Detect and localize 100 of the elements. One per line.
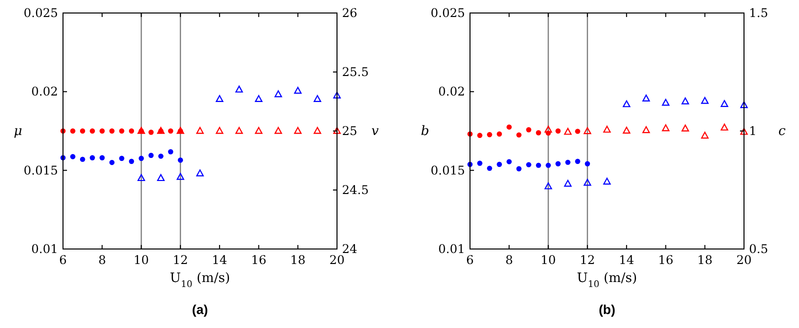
y-tick-label: 0.025 (24, 6, 58, 20)
point (138, 156, 144, 161)
point (178, 158, 184, 163)
point (333, 92, 341, 98)
x-tick-label: 18 (290, 253, 306, 267)
point (168, 149, 174, 154)
point (80, 156, 86, 162)
point (506, 159, 512, 164)
point (100, 128, 105, 134)
text: (b) (598, 302, 616, 317)
x-tick-label: 20 (736, 253, 752, 267)
x-tick-label: 10 (540, 253, 556, 267)
x-tick-label: 16 (251, 253, 266, 267)
point (128, 158, 134, 164)
x-tick-label: 12 (580, 253, 596, 267)
point (254, 126, 262, 134)
point (546, 162, 551, 168)
point (720, 124, 728, 131)
point (526, 162, 532, 168)
x-tick-label: 18 (697, 253, 712, 267)
point (157, 174, 165, 182)
point (274, 126, 282, 134)
x-tick-label: 8 (98, 253, 106, 267)
y2-tick-label: 0.5 (749, 242, 768, 256)
point (740, 128, 748, 135)
point (642, 94, 650, 102)
x-tick-label: 16 (658, 253, 674, 267)
point (176, 172, 184, 180)
point (701, 96, 709, 104)
y2-tick-label: 24.5 (342, 183, 369, 197)
point (564, 128, 572, 135)
x-tick-label: 6 (59, 253, 67, 267)
y2-tick-label: 1 (749, 124, 757, 138)
point (333, 126, 341, 134)
point (486, 166, 492, 171)
point (496, 162, 502, 167)
point (584, 127, 592, 134)
y2-axis-title: v (371, 124, 380, 139)
point (294, 126, 302, 134)
point (555, 128, 561, 134)
point (294, 86, 302, 94)
y2-axis-title: c (778, 124, 786, 139)
point (740, 101, 748, 108)
point (662, 124, 670, 132)
x-axis-title: U$_{10}$ (m/s) (170, 271, 230, 290)
point (575, 128, 580, 134)
x-tick-label: 12 (172, 253, 188, 267)
point (70, 128, 76, 134)
point (662, 98, 670, 106)
point (603, 126, 611, 133)
y-tick-label: 0.01 (31, 242, 58, 256)
y2-tick-label: 1.5 (749, 6, 768, 20)
point (148, 130, 154, 135)
point (109, 160, 115, 166)
point (274, 90, 282, 98)
y2-tick-label: 25 (342, 124, 358, 138)
y-axis-title: μ (14, 124, 22, 139)
point (235, 126, 243, 134)
point (314, 95, 322, 102)
point (90, 155, 95, 160)
point (526, 127, 532, 132)
point (516, 132, 522, 138)
y-tick-label: 0.015 (24, 163, 58, 178)
x-tick-label: 10 (134, 253, 149, 267)
point (80, 128, 86, 134)
x-tick-label: 20 (329, 253, 345, 267)
point (584, 161, 590, 166)
point (536, 130, 542, 136)
point (603, 178, 611, 185)
point (536, 162, 542, 168)
point (642, 126, 650, 134)
point (477, 132, 482, 138)
point (584, 178, 592, 186)
y-axis-title: b (420, 124, 430, 139)
point (100, 155, 105, 160)
point (70, 154, 76, 160)
point (486, 132, 492, 138)
point (90, 128, 95, 134)
point (216, 126, 224, 134)
point (720, 100, 728, 107)
point (119, 156, 124, 161)
point (235, 86, 243, 93)
point (622, 126, 630, 134)
y2-tick-label: 25.5 (342, 65, 369, 79)
point (148, 152, 154, 158)
point (516, 166, 522, 172)
point (555, 161, 561, 166)
point (575, 158, 580, 164)
x-tick-label: 8 (505, 253, 513, 267)
point (216, 95, 224, 102)
x-axis-title: U$_{10}$ (m/s) (576, 271, 638, 290)
point (564, 180, 572, 187)
point (314, 126, 322, 134)
point (682, 124, 690, 132)
point (109, 128, 115, 134)
text: (a) (192, 302, 208, 317)
point (496, 131, 502, 137)
y-tick-label: 0.01 (438, 242, 465, 256)
y-tick-label: 0.015 (430, 163, 465, 178)
y2-tick-label: 26 (342, 6, 358, 20)
